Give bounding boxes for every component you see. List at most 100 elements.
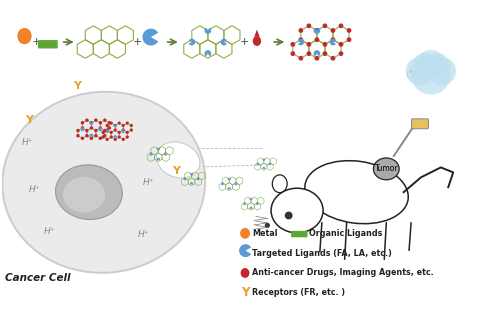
- Circle shape: [106, 129, 108, 131]
- Circle shape: [315, 57, 318, 60]
- Wedge shape: [114, 135, 117, 139]
- Circle shape: [82, 137, 84, 139]
- Ellipse shape: [18, 29, 31, 43]
- Wedge shape: [190, 182, 193, 185]
- Circle shape: [348, 29, 350, 32]
- Circle shape: [332, 38, 334, 41]
- Wedge shape: [298, 39, 304, 45]
- Circle shape: [108, 122, 110, 124]
- Circle shape: [299, 38, 302, 41]
- Wedge shape: [416, 66, 419, 68]
- Circle shape: [118, 131, 120, 133]
- Wedge shape: [234, 182, 238, 185]
- Wedge shape: [150, 152, 152, 156]
- Wedge shape: [250, 207, 252, 209]
- Circle shape: [126, 136, 128, 138]
- Circle shape: [122, 129, 124, 131]
- Circle shape: [323, 43, 326, 46]
- Circle shape: [95, 119, 97, 121]
- Text: Y: Y: [74, 81, 82, 91]
- Circle shape: [86, 119, 88, 121]
- Wedge shape: [437, 70, 440, 72]
- Ellipse shape: [374, 158, 399, 180]
- Circle shape: [299, 29, 302, 32]
- Circle shape: [114, 129, 116, 131]
- Circle shape: [86, 135, 88, 137]
- Wedge shape: [142, 29, 158, 45]
- Circle shape: [86, 129, 88, 132]
- Circle shape: [110, 122, 112, 124]
- Circle shape: [130, 124, 132, 126]
- Circle shape: [106, 138, 108, 140]
- Text: +: +: [32, 37, 42, 47]
- Ellipse shape: [56, 165, 122, 220]
- Circle shape: [413, 53, 436, 76]
- Circle shape: [104, 119, 106, 121]
- Wedge shape: [220, 39, 227, 45]
- Circle shape: [114, 138, 116, 140]
- Circle shape: [426, 53, 449, 76]
- Circle shape: [307, 43, 310, 46]
- Circle shape: [266, 224, 269, 227]
- Circle shape: [411, 55, 451, 94]
- Wedge shape: [243, 202, 246, 205]
- FancyBboxPatch shape: [291, 231, 308, 237]
- Text: H⁺: H⁺: [44, 227, 55, 236]
- Text: Metal: Metal: [252, 229, 278, 238]
- Wedge shape: [221, 182, 224, 185]
- Text: H⁺: H⁺: [22, 138, 34, 147]
- Circle shape: [418, 50, 444, 77]
- Ellipse shape: [241, 229, 250, 238]
- Wedge shape: [114, 124, 117, 127]
- Circle shape: [77, 129, 79, 132]
- Wedge shape: [90, 121, 94, 125]
- Circle shape: [118, 122, 120, 124]
- Wedge shape: [80, 127, 84, 131]
- Circle shape: [332, 29, 334, 32]
- Wedge shape: [90, 134, 94, 137]
- Wedge shape: [330, 39, 336, 45]
- Wedge shape: [98, 127, 102, 131]
- FancyBboxPatch shape: [38, 40, 58, 49]
- Ellipse shape: [63, 177, 105, 213]
- Circle shape: [77, 135, 79, 137]
- Ellipse shape: [305, 161, 408, 224]
- Circle shape: [106, 124, 108, 126]
- Wedge shape: [156, 158, 160, 161]
- Circle shape: [114, 124, 116, 126]
- Ellipse shape: [254, 37, 260, 45]
- Circle shape: [307, 52, 310, 55]
- Wedge shape: [239, 244, 251, 257]
- Wedge shape: [106, 129, 109, 133]
- Circle shape: [340, 43, 342, 46]
- Circle shape: [90, 137, 92, 139]
- Wedge shape: [262, 158, 266, 161]
- Circle shape: [332, 57, 334, 60]
- Circle shape: [340, 24, 342, 27]
- Circle shape: [323, 52, 326, 55]
- Wedge shape: [189, 39, 195, 45]
- Ellipse shape: [271, 188, 323, 233]
- Wedge shape: [268, 163, 272, 165]
- Circle shape: [110, 131, 112, 133]
- Wedge shape: [197, 177, 200, 180]
- Circle shape: [82, 122, 84, 124]
- Circle shape: [130, 129, 132, 131]
- Circle shape: [104, 129, 106, 132]
- Circle shape: [122, 138, 124, 140]
- Circle shape: [299, 57, 302, 60]
- Circle shape: [90, 122, 92, 124]
- Circle shape: [95, 129, 97, 132]
- Wedge shape: [416, 75, 419, 78]
- Wedge shape: [431, 66, 434, 68]
- Wedge shape: [250, 198, 252, 200]
- Circle shape: [95, 135, 97, 137]
- Wedge shape: [204, 50, 211, 56]
- Circle shape: [286, 212, 292, 219]
- Circle shape: [348, 38, 350, 41]
- Circle shape: [406, 57, 434, 85]
- Ellipse shape: [242, 269, 249, 277]
- Text: Y: Y: [26, 115, 34, 125]
- Wedge shape: [228, 187, 231, 190]
- Wedge shape: [156, 147, 160, 151]
